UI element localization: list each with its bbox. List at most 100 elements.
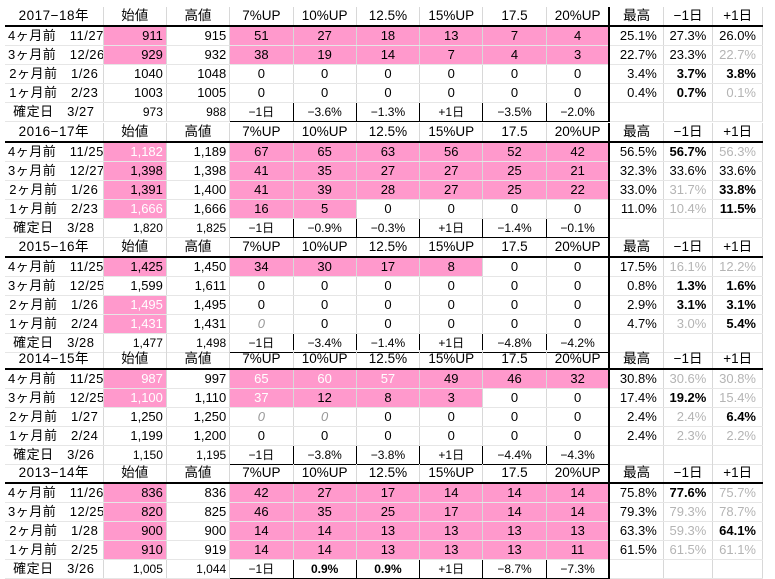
cell-up10[interactable]: 27 (293, 26, 357, 46)
cell-up15[interactable]: 8 (419, 257, 484, 277)
cell-max[interactable] (608, 445, 664, 465)
cell-up7[interactable]: 51 (229, 26, 294, 46)
cell-up10[interactable]: 0 (293, 276, 357, 296)
cell-up10[interactable]: 0 (293, 295, 357, 315)
cell-up10[interactable]: 39 (293, 180, 357, 200)
cell-up20[interactable]: 0 (546, 276, 610, 296)
cell-open[interactable]: 1,820 (103, 218, 167, 238)
cell-high[interactable]: 825 (166, 502, 231, 522)
cell-up20[interactable]: −4.3% (545, 445, 610, 465)
cell-plus1[interactable]: 5.4% (712, 314, 763, 334)
cell-up12_5[interactable]: 13 (356, 540, 421, 560)
cell-open[interactable]: 836 (103, 483, 167, 503)
cell-up17_5[interactable]: 0 (482, 199, 547, 219)
cell-minus1[interactable]: 2.4% (663, 407, 714, 427)
cell-up15[interactable]: +1日 (419, 559, 484, 579)
cell-minus1[interactable]: 61.5% (663, 540, 714, 560)
cell-up17_5[interactable]: −8.7% (482, 559, 547, 579)
cell-plus1[interactable]: 2.2% (712, 426, 763, 446)
cell-minus1[interactable]: 16.1% (663, 257, 714, 277)
cell-up12_5[interactable]: 0 (356, 276, 421, 296)
cell-minus1[interactable]: 23.3% (663, 45, 714, 65)
cell-plus1[interactable]: 26.0% (712, 26, 763, 46)
cell-minus1[interactable]: 3.1% (663, 295, 714, 315)
cell-high[interactable]: 1,195 (166, 445, 231, 465)
cell-up17_5[interactable]: 14 (482, 483, 547, 503)
cell-max[interactable]: 11.0% (608, 199, 664, 219)
cell-minus1[interactable] (663, 102, 714, 122)
cell-up12_5[interactable]: 0 (356, 426, 421, 446)
cell-max[interactable]: 25.1% (608, 26, 664, 46)
cell-up20[interactable]: 32 (546, 369, 610, 389)
cell-up12_5[interactable]: 0 (356, 83, 421, 103)
cell-up20[interactable]: 14 (546, 483, 610, 503)
cell-up17_5[interactable]: 7 (482, 26, 547, 46)
cell-up17_5[interactable]: −4.4% (482, 445, 547, 465)
cell-up15[interactable]: 0 (419, 314, 484, 334)
cell-up10[interactable]: 65 (293, 142, 357, 162)
cell-max[interactable]: 2.4% (608, 407, 664, 427)
cell-high[interactable]: 1,044 (166, 559, 231, 579)
cell-open[interactable]: 929 (103, 45, 167, 65)
cell-up17_5[interactable]: −3.5% (482, 102, 547, 122)
cell-up17_5[interactable]: 0 (482, 388, 547, 408)
cell-up20[interactable]: 0 (546, 426, 610, 446)
cell-up20[interactable]: −7.3% (545, 559, 610, 579)
cell-open[interactable]: 1,398 (103, 161, 167, 181)
cell-plus1[interactable]: 64.1% (712, 521, 763, 541)
cell-plus1[interactable]: 75.7% (712, 483, 763, 503)
cell-up7[interactable]: −1日 (229, 445, 294, 465)
cell-plus1[interactable]: 11.5% (712, 199, 763, 219)
cell-minus1[interactable]: 3.7% (663, 64, 714, 84)
cell-up12_5[interactable]: 25 (356, 502, 421, 522)
cell-up10[interactable]: −3.6% (292, 102, 357, 122)
cell-plus1[interactable]: 22.7% (712, 45, 763, 65)
cell-high[interactable]: 1,200 (166, 426, 231, 446)
cell-up20[interactable]: 0 (546, 83, 610, 103)
cell-up15[interactable]: 0 (419, 276, 484, 296)
cell-up10[interactable]: 14 (293, 540, 357, 560)
cell-up7[interactable]: 67 (229, 142, 294, 162)
cell-open[interactable]: 1,425 (103, 257, 167, 277)
cell-up17_5[interactable]: 0 (482, 257, 547, 277)
cell-plus1[interactable]: 12.2% (712, 257, 763, 277)
cell-max[interactable] (608, 218, 664, 238)
cell-plus1[interactable]: 33.6% (712, 161, 763, 181)
cell-max[interactable]: 56.5% (608, 142, 664, 162)
cell-max[interactable]: 3.4% (608, 64, 664, 84)
cell-minus1[interactable]: 77.6% (663, 483, 714, 503)
cell-up17_5[interactable]: 0 (482, 83, 547, 103)
cell-up12_5[interactable]: 0 (356, 295, 421, 315)
cell-up7[interactable]: 65 (229, 369, 294, 389)
cell-up7[interactable]: 38 (229, 45, 294, 65)
cell-open[interactable]: 911 (103, 26, 167, 46)
cell-up12_5[interactable]: 0 (356, 64, 421, 84)
cell-minus1[interactable] (663, 559, 714, 579)
cell-up15[interactable]: 0 (419, 426, 484, 446)
cell-high[interactable]: 932 (166, 45, 231, 65)
cell-max[interactable]: 0.4% (608, 83, 664, 103)
cell-up20[interactable]: 0 (546, 295, 610, 315)
cell-up20[interactable]: −2.0% (545, 102, 610, 122)
cell-minus1[interactable]: 30.6% (663, 369, 714, 389)
cell-plus1[interactable]: 3.1% (712, 295, 763, 315)
cell-high[interactable]: 1,431 (166, 314, 231, 334)
cell-max[interactable]: 61.5% (608, 540, 664, 560)
cell-plus1[interactable]: 15.4% (712, 388, 763, 408)
cell-max[interactable]: 75.8% (608, 483, 664, 503)
cell-plus1[interactable]: 78.7% (712, 502, 763, 522)
cell-up7[interactable]: 42 (229, 483, 294, 503)
cell-max[interactable]: 4.7% (608, 314, 664, 334)
cell-high[interactable]: 1,398 (166, 161, 231, 181)
cell-up12_5[interactable]: 27 (356, 161, 421, 181)
cell-plus1[interactable]: 6.4% (712, 407, 763, 427)
cell-open[interactable]: 1,005 (103, 559, 167, 579)
cell-up12_5[interactable]: 0 (356, 407, 421, 427)
cell-max[interactable] (608, 559, 664, 579)
cell-up10[interactable]: 35 (293, 161, 357, 181)
cell-minus1[interactable]: 31.7% (663, 180, 714, 200)
cell-up12_5[interactable]: 17 (356, 257, 421, 277)
cell-up7[interactable]: 37 (229, 388, 294, 408)
cell-max[interactable]: 0.8% (608, 276, 664, 296)
cell-up15[interactable]: +1日 (419, 218, 484, 238)
